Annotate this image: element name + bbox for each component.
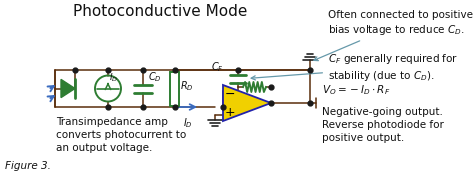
Text: Often connected to positive
bias voltage to reduce $C_D$.: Often connected to positive bias voltage… xyxy=(314,10,473,61)
Text: Negative-going output.
Reverse photodiode for
positive output.: Negative-going output. Reverse photodiod… xyxy=(322,107,444,143)
Text: Photoconductive Mode: Photoconductive Mode xyxy=(73,4,247,19)
Text: $R_F$: $R_F$ xyxy=(248,95,261,109)
Text: $I_D$: $I_D$ xyxy=(183,116,193,130)
Text: $I_D$: $I_D$ xyxy=(109,72,118,85)
Text: $C_D$: $C_D$ xyxy=(148,70,162,83)
Text: $C_F$ generally required for
stability (due to $C_D$).: $C_F$ generally required for stability (… xyxy=(251,52,458,83)
Polygon shape xyxy=(223,85,271,121)
Text: Figure 3.: Figure 3. xyxy=(5,161,51,171)
Text: +: + xyxy=(225,105,235,119)
Text: Transimpedance amp
converts photocurrent to
an output voltage.: Transimpedance amp converts photocurrent… xyxy=(56,117,186,153)
Text: $C_F$: $C_F$ xyxy=(211,60,224,73)
Text: −: − xyxy=(225,88,235,100)
Text: $R_D$: $R_D$ xyxy=(180,80,194,93)
Bar xyxy=(171,71,180,105)
Text: $V_O = - I_D \cdot R_F$: $V_O = - I_D \cdot R_F$ xyxy=(322,83,390,97)
Polygon shape xyxy=(61,79,75,98)
